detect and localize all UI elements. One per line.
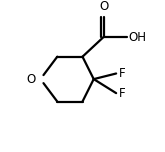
Text: O: O	[99, 0, 108, 13]
Text: F: F	[119, 67, 126, 80]
Text: F: F	[119, 87, 126, 100]
Text: O: O	[26, 73, 35, 86]
Text: OH: OH	[129, 31, 147, 44]
